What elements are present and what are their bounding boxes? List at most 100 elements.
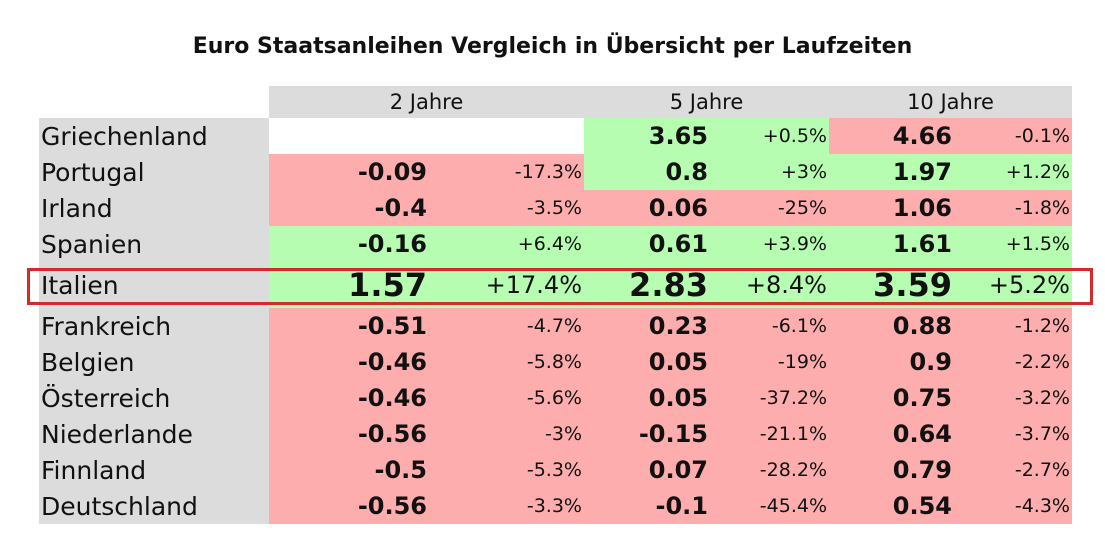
yield-value: 0.07 <box>648 456 708 484</box>
yield-change: +6.4% <box>517 233 582 255</box>
yield-value: 0.8 <box>665 158 708 186</box>
yield-cell-background <box>269 190 584 226</box>
yield-value: -0.1 <box>655 492 708 520</box>
yield-value: 0.9 <box>909 348 952 376</box>
column-header: 2 Jahre <box>389 90 464 114</box>
yield-cell-background <box>584 488 829 524</box>
yield-value: -0.46 <box>357 384 427 412</box>
yield-change: -3% <box>545 423 582 445</box>
yield-cell-background <box>829 344 1072 380</box>
country-label: Irland <box>39 190 269 226</box>
yield-value: 0.05 <box>648 348 708 376</box>
yield-change: -4.7% <box>526 315 582 337</box>
yield-cell-background <box>829 452 1072 488</box>
yield-change: -5.3% <box>526 459 582 481</box>
yield-change: -2.7% <box>1014 459 1070 481</box>
yield-value: -0.51 <box>357 312 427 340</box>
header-background <box>269 86 1072 118</box>
country-label: Portugal <box>39 154 269 190</box>
country-label: Frankreich <box>39 308 269 344</box>
yield-value: -0.46 <box>357 348 427 376</box>
yield-value: 1.57 <box>348 266 427 304</box>
yield-value: 0.79 <box>892 456 952 484</box>
country-label: Finnland <box>39 452 269 488</box>
yield-value: 4.66 <box>892 122 952 150</box>
yield-cell-background <box>584 380 829 416</box>
bond-table: 2 Jahre 5 Jahre 10 Jahre Griechenland 3.65 +0… <box>39 86 1072 526</box>
country-label: Italien <box>39 262 269 308</box>
yield-cell-background <box>584 416 829 452</box>
yield-change: -17.3% <box>514 161 582 183</box>
yield-cell-background <box>829 380 1072 416</box>
yield-change: -6.1% <box>771 315 827 337</box>
yield-value: 0.61 <box>648 230 708 258</box>
yield-value: 0.54 <box>892 492 952 520</box>
yield-value: 0.06 <box>648 194 708 222</box>
yield-change: -25% <box>777 197 827 219</box>
yield-change: +3% <box>780 161 827 183</box>
yield-value: 1.97 <box>892 158 952 186</box>
yield-cell-background <box>829 488 1072 524</box>
column-header: 10 Jahre <box>907 90 994 114</box>
yield-change: +3.9% <box>762 233 827 255</box>
yield-cell-background <box>829 226 1072 262</box>
yield-value: 1.61 <box>892 230 952 258</box>
yield-value: 0.64 <box>892 420 952 448</box>
yield-cell-background <box>584 344 829 380</box>
yield-cell-background <box>269 344 584 380</box>
yield-cell-background <box>829 154 1072 190</box>
yield-change: -37.2% <box>759 387 827 409</box>
yield-value: 3.59 <box>873 266 952 304</box>
yield-cell-background <box>584 190 829 226</box>
yield-change: -3.5% <box>526 197 582 219</box>
yield-value: -0.4 <box>374 194 427 222</box>
country-label: Belgien <box>39 344 269 380</box>
yield-change: -1.2% <box>1014 315 1070 337</box>
yield-value: -0.56 <box>357 420 427 448</box>
yield-change: -4.3% <box>1014 495 1070 517</box>
yield-cell-background <box>584 118 829 154</box>
column-header: 5 Jahre <box>669 90 744 114</box>
yield-value: 0.75 <box>892 384 952 412</box>
yield-cell-background <box>269 226 584 262</box>
yield-change: +1.5% <box>1005 233 1070 255</box>
yield-value: -0.56 <box>357 492 427 520</box>
chart-title: Euro Staatsanleihen Vergleich in Übersic… <box>192 34 913 59</box>
country-label: Deutschland <box>39 488 269 524</box>
yield-cell-background <box>269 416 584 452</box>
yield-change: +0.5% <box>762 125 827 147</box>
yield-cell-background <box>269 380 584 416</box>
yield-change: -2.2% <box>1014 351 1070 373</box>
yield-value: -0.15 <box>638 420 708 448</box>
yield-cell-background <box>269 154 584 190</box>
yield-cell-background <box>269 452 584 488</box>
yield-cell-background <box>584 154 829 190</box>
yield-value: -0.16 <box>357 230 427 258</box>
country-label: Spanien <box>39 226 269 262</box>
yield-cell-background <box>584 226 829 262</box>
yield-change: -0.1% <box>1014 125 1070 147</box>
yield-cell-background <box>584 308 829 344</box>
yield-cell-background <box>269 488 584 524</box>
yield-value: 0.88 <box>892 312 952 340</box>
yield-cell-background <box>584 452 829 488</box>
yield-change: -5.6% <box>526 387 582 409</box>
yield-cell-background <box>829 416 1072 452</box>
country-label: Niederlande <box>39 416 269 452</box>
country-label: Österreich <box>39 380 269 416</box>
yield-value: -0.09 <box>357 158 427 186</box>
yield-value: 3.65 <box>648 122 708 150</box>
yield-change: -3.7% <box>1014 423 1070 445</box>
yield-change: +8.4% <box>745 271 827 299</box>
yield-change: -28.2% <box>759 459 827 481</box>
yield-value: 0.23 <box>648 312 708 340</box>
yield-change: -5.8% <box>526 351 582 373</box>
yield-cell-background <box>829 190 1072 226</box>
yield-change: -45.4% <box>759 495 827 517</box>
yield-value: -0.5 <box>374 456 427 484</box>
yield-value: 0.05 <box>648 384 708 412</box>
yield-change: +17.4% <box>485 271 582 299</box>
yield-change: -21.1% <box>759 423 827 445</box>
yield-cell-background <box>829 308 1072 344</box>
yield-change: +5.2% <box>988 271 1070 299</box>
